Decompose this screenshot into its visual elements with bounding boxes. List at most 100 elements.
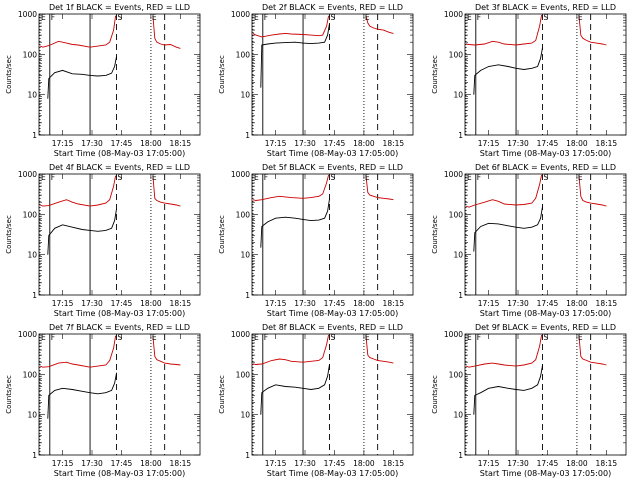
y-tick-label: 100	[23, 370, 38, 379]
plot-frame	[38, 13, 201, 136]
x-axis-title: Start Time (08-May-03 17:05:00)	[267, 309, 398, 318]
chart-title: Det 4f BLACK = Events, RED = LLD	[49, 163, 190, 172]
x-tick-label: 18:00	[566, 139, 588, 148]
lld-series-line	[365, 15, 394, 34]
lld-series-line	[465, 334, 543, 368]
x-tick-label: 17:45	[537, 299, 559, 308]
y-tick-label: 1000	[231, 330, 250, 339]
x-axis-title: Start Time (08-May-03 17:05:00)	[54, 309, 185, 318]
y-tick-label: 100	[449, 210, 464, 219]
detector-panel-6: Det 6f BLACK = Events, RED = LLD 1 10 100 10…	[426, 160, 639, 320]
lld-series-line	[578, 334, 607, 366]
y-tick-label: 100	[236, 50, 251, 59]
x-tick-label: 17:30	[81, 299, 103, 308]
time-marker-label: E	[578, 333, 583, 342]
lld-series-line	[39, 15, 117, 48]
plot-frame	[251, 13, 414, 136]
x-axis-title: Start Time (08-May-03 17:05:00)	[480, 149, 611, 158]
chart-svg: Det 9f BLACK = Events, RED = LLD 1 10 100 10…	[431, 323, 627, 478]
chart-svg: Det 8f BLACK = Events, RED = LLD 1 10 100 10…	[218, 323, 414, 478]
events-series-line	[473, 364, 544, 415]
chart-svg: Det 6f BLACK = Events, RED = LLD 1 10 100 10…	[431, 163, 627, 318]
y-tick-label: 1000	[18, 10, 37, 19]
lld-series-line	[39, 335, 117, 368]
x-tick-label: 17:15	[265, 299, 287, 308]
lld-series-line	[365, 334, 394, 364]
chart-title: Det 6f BLACK = Events, RED = LLD	[475, 163, 616, 172]
chart-title: Det 9f BLACK = Events, RED = LLD	[475, 323, 616, 332]
y-tick-label: 1	[458, 131, 463, 140]
detector-panel-8: Det 8f BLACK = Events, RED = LLD 1 10 100 10…	[213, 320, 426, 480]
y-tick-label: 10	[27, 411, 37, 420]
x-tick-label: 17:30	[294, 299, 316, 308]
y-tick-label: 10	[240, 91, 250, 100]
x-tick-label: 18:15	[383, 139, 405, 148]
y-tick-label: 1	[32, 451, 37, 460]
y-tick-label: 1	[245, 451, 250, 460]
x-tick-label: 17:15	[52, 299, 74, 308]
chart-title: Det 5f BLACK = Events, RED = LLD	[262, 163, 403, 172]
y-axis-title: Counts/sec	[218, 55, 226, 94]
x-tick-label: 18:15	[596, 139, 618, 148]
x-tick-label: 18:15	[596, 299, 618, 308]
y-tick-label: 10	[27, 251, 37, 260]
chart-svg: Det 1f BLACK = Events, RED = LLD 1 10 100 10…	[5, 3, 201, 158]
chart-title: Det 2f BLACK = Events, RED = LLD	[262, 3, 403, 12]
y-axis-title: Counts/sec	[218, 375, 226, 414]
y-axis-title: Counts/sec	[5, 375, 13, 414]
x-tick-label: 18:15	[383, 299, 405, 308]
time-marker-label: E	[152, 173, 157, 182]
x-tick-label: 17:45	[324, 459, 346, 468]
time-marker-label: E	[254, 173, 259, 182]
lld-series-line	[252, 15, 330, 38]
time-marker-label: E	[41, 13, 46, 22]
time-marker-label: E	[41, 173, 46, 182]
time-marker-label: S	[544, 173, 549, 182]
x-tick-label: 18:00	[140, 299, 162, 308]
detector-panel-5: Det 5f BLACK = Events, RED = LLD 1 10 100 10…	[213, 160, 426, 320]
y-tick-label: 1000	[18, 330, 37, 339]
y-tick-label: 100	[23, 210, 38, 219]
y-tick-label: 1	[32, 131, 37, 140]
y-tick-label: 1000	[18, 170, 37, 179]
events-series-line	[473, 47, 544, 95]
x-tick-label: 17:15	[265, 459, 287, 468]
time-marker-label: S	[118, 173, 123, 182]
detector-panel-9: Det 9f BLACK = Events, RED = LLD 1 10 100 10…	[426, 320, 639, 480]
y-axis-title: Counts/sec	[218, 215, 226, 254]
time-marker-label: F	[51, 13, 55, 22]
x-tick-label: 17:45	[324, 299, 346, 308]
y-tick-label: 10	[453, 251, 463, 260]
x-tick-label: 17:15	[478, 299, 500, 308]
time-marker-label: S	[544, 333, 549, 342]
lld-series-line	[152, 15, 181, 49]
y-tick-label: 1	[245, 291, 250, 300]
time-marker-label: E	[152, 333, 157, 342]
y-tick-label: 1000	[231, 10, 250, 19]
time-marker-label: E	[578, 173, 583, 182]
x-tick-label: 17:30	[507, 299, 529, 308]
y-tick-label: 1	[458, 291, 463, 300]
chart-svg: Det 4f BLACK = Events, RED = LLD 1 10 100 10…	[5, 163, 201, 318]
x-tick-label: 17:15	[52, 459, 74, 468]
y-tick-label: 1	[458, 451, 463, 460]
x-tick-label: 17:30	[294, 459, 316, 468]
y-axis-title: Counts/sec	[431, 375, 439, 414]
detector-panel-3: Det 3f BLACK = Events, RED = LLD 1 10 100 10…	[426, 0, 639, 160]
time-marker-label: E	[365, 173, 370, 182]
x-axis-title: Start Time (08-May-03 17:05:00)	[54, 469, 185, 478]
plot-frame	[251, 173, 414, 296]
time-marker-label: E	[152, 13, 157, 22]
x-tick-label: 17:45	[111, 459, 133, 468]
detector-panel-1: Det 1f BLACK = Events, RED = LLD 1 10 100 10…	[0, 0, 213, 160]
events-series-line	[47, 208, 118, 255]
chart-svg: Det 5f BLACK = Events, RED = LLD 1 10 100 10…	[218, 163, 414, 318]
time-marker-label: F	[477, 333, 481, 342]
x-tick-label: 18:00	[566, 459, 588, 468]
x-tick-label: 17:45	[324, 139, 346, 148]
lld-series-line	[152, 175, 181, 207]
x-tick-label: 18:00	[566, 299, 588, 308]
time-marker-label: S	[331, 333, 336, 342]
chart-title: Det 8f BLACK = Events, RED = LLD	[262, 323, 403, 332]
time-marker-label: E	[578, 13, 583, 22]
